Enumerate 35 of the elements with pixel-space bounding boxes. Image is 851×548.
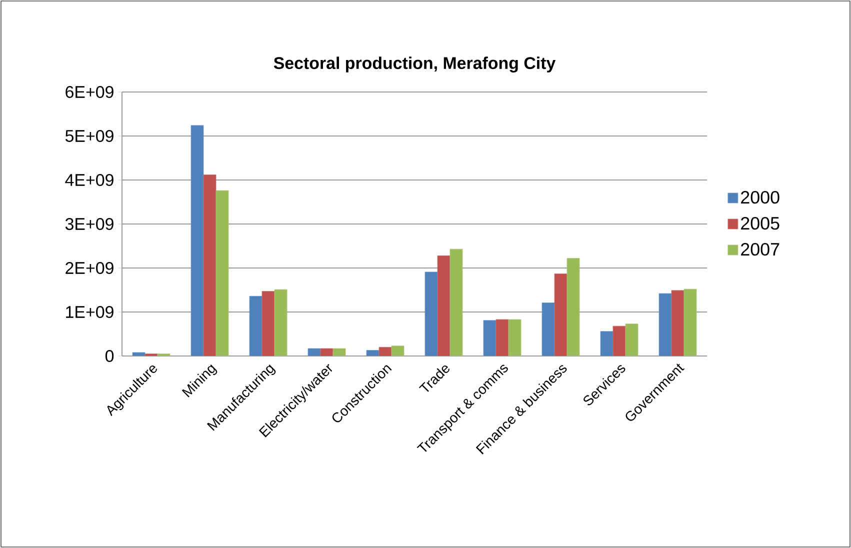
- legend-label: 2000: [741, 190, 780, 204]
- bar: [554, 274, 568, 356]
- bar: [671, 290, 684, 356]
- bar: [483, 320, 496, 356]
- chart-title: Sectoral production, Merafong City: [274, 56, 556, 72]
- legend-label: 2007: [741, 242, 780, 256]
- bar: [262, 291, 275, 356]
- bar: [332, 348, 346, 356]
- bar: [542, 302, 555, 356]
- legend-label: 2005: [741, 216, 780, 230]
- bar: [566, 258, 580, 356]
- bar: [249, 296, 262, 356]
- y-tick-label: 3E+09: [65, 218, 114, 230]
- y-tick-label: 5E+09: [65, 130, 114, 142]
- y-tick-label: 0: [105, 350, 114, 362]
- bar: [366, 350, 380, 356]
- bar: [600, 331, 614, 356]
- bar: [203, 174, 216, 356]
- bar: [508, 319, 522, 356]
- bar: [625, 324, 638, 356]
- bar: [658, 293, 672, 356]
- bar: [216, 190, 229, 356]
- y-tick-label: 6E+09: [66, 86, 114, 98]
- bar: [391, 346, 404, 356]
- bar: [274, 289, 288, 356]
- bar: [437, 255, 450, 356]
- y-tick-label: 2E+09: [66, 262, 114, 274]
- y-tick-label: 4E+09: [65, 174, 114, 186]
- bar: [450, 248, 463, 356]
- bar: [424, 272, 438, 356]
- bar: [190, 125, 204, 356]
- y-tick-label: 1E+09: [66, 306, 114, 318]
- bar: [308, 348, 321, 356]
- bar: [132, 352, 146, 356]
- bar: [684, 288, 697, 356]
